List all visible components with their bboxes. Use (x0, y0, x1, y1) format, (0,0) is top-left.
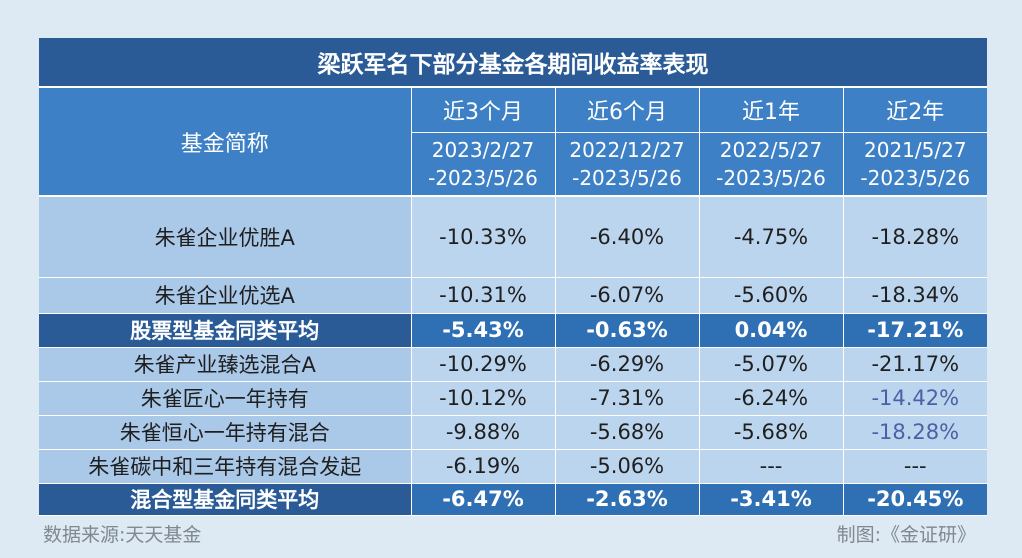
return-cell: -10.29% (411, 347, 556, 382)
average-row: 混合型基金同类平均 -6.47% -2.63% -3.41% -20.45% (39, 483, 988, 516)
average-name-cell: 混合型基金同类平均 (39, 483, 412, 516)
range-end: -2023/5/26 (572, 166, 682, 190)
return-cell: -5.68% (555, 415, 700, 450)
average-return-cell: -3.41% (699, 483, 844, 516)
average-return-cell: -6.47% (411, 483, 556, 516)
return-cell: -6.40% (555, 197, 700, 278)
average-return-cell: -17.21% (843, 313, 988, 348)
header-period-3m: 近3个月 (411, 87, 556, 133)
average-name-cell: 股票型基金同类平均 (39, 313, 412, 348)
return-cell: --- (843, 449, 988, 484)
return-cell: -5.60% (699, 277, 844, 314)
return-cell: -6.19% (411, 449, 556, 484)
fund-name-cell: 朱雀产业臻选混合A (39, 347, 412, 382)
range-start: 2021/5/27 (864, 138, 967, 162)
average-return-cell: -2.63% (555, 483, 700, 516)
data-source-note: 数据来源:天天基金 (43, 524, 202, 546)
range-end: -2023/5/26 (860, 166, 971, 190)
table-row: 朱雀企业优胜A -10.33% -6.40% -4.75% -18.28% (39, 197, 988, 278)
range-start: 2022/12/27 (569, 138, 685, 162)
return-cell: -5.06% (555, 449, 700, 484)
fund-name-cell: 朱雀恒心一年持有混合 (39, 415, 412, 450)
header-fund-name: 基金简称 (39, 87, 412, 195)
return-cell: -10.31% (411, 277, 556, 314)
return-cell: -21.17% (843, 347, 988, 382)
return-cell: -9.88% (411, 415, 556, 450)
header-range-6m: 2022/12/27 -2023/5/26 (555, 132, 700, 195)
table-row: 朱雀产业臻选混合A -10.29% -6.29% -5.07% -21.17% (39, 347, 988, 382)
range-start: 2022/5/27 (719, 138, 823, 162)
fund-name-cell: 朱雀碳中和三年持有混合发起 (39, 449, 412, 484)
return-cell: -18.28% (843, 197, 988, 278)
return-cell: -10.33% (411, 197, 556, 278)
return-cell-highlighted: -14.42% (843, 381, 988, 416)
return-cell: -5.68% (699, 415, 844, 450)
return-cell: -6.07% (555, 277, 700, 314)
table-row: 朱雀企业优选A -10.31% -6.07% -5.60% -18.34% (39, 277, 988, 314)
return-cell: -10.12% (411, 381, 556, 416)
return-cell: -6.29% (555, 347, 700, 382)
header-range-1y: 2022/5/27 -2023/5/26 (699, 132, 844, 195)
range-end: -2023/5/26 (428, 166, 538, 190)
return-cell: -4.75% (699, 197, 844, 278)
return-cell: -7.31% (555, 381, 700, 416)
fund-name-cell: 朱雀匠心一年持有 (39, 381, 412, 416)
average-return-cell: -20.45% (843, 483, 988, 516)
header-period-1y: 近1年 (699, 87, 844, 133)
table-row: 朱雀匠心一年持有 -10.12% -7.31% -6.24% -14.42% (39, 381, 988, 416)
header-divider (39, 195, 988, 197)
table-row: 朱雀恒心一年持有混合 -9.88% -5.68% -5.68% -18.28% (39, 415, 988, 450)
return-cell: -6.24% (699, 381, 844, 416)
average-row: 股票型基金同类平均 -5.43% -0.63% 0.04% -17.21% (39, 313, 988, 348)
fund-name-cell: 朱雀企业优胜A (39, 197, 412, 278)
fund-returns-table: 梁跃军名下部分基金各期间收益率表现 基金简称 近3个月 近6个月 近1年 近2年… (39, 38, 988, 516)
range-start: 2023/2/27 (431, 138, 535, 162)
return-cell: -5.07% (699, 347, 844, 382)
range-end: -2023/5/26 (716, 166, 826, 190)
average-return-cell: -5.43% (411, 313, 556, 348)
return-cell-highlighted: -18.28% (843, 415, 988, 450)
average-return-cell: 0.04% (699, 313, 844, 348)
header-period-6m: 近6个月 (555, 87, 700, 133)
average-return-cell: -0.63% (555, 313, 700, 348)
chart-credit: 制图:《金证研》 (836, 524, 976, 546)
fund-returns-table-container: 梁跃军名下部分基金各期间收益率表现 基金简称 近3个月 近6个月 近1年 近2年… (39, 38, 988, 516)
return-cell: --- (699, 449, 844, 484)
return-cell: -18.34% (843, 277, 988, 314)
fund-name-cell: 朱雀企业优选A (39, 277, 412, 314)
header-period-2y: 近2年 (843, 87, 988, 133)
header-range-3m: 2023/2/27 -2023/5/26 (411, 132, 556, 195)
table-row: 朱雀碳中和三年持有混合发起 -6.19% -5.06% --- --- (39, 449, 988, 484)
table-title: 梁跃军名下部分基金各期间收益率表现 (39, 38, 988, 88)
header-range-2y: 2021/5/27 -2023/5/26 (843, 132, 988, 195)
